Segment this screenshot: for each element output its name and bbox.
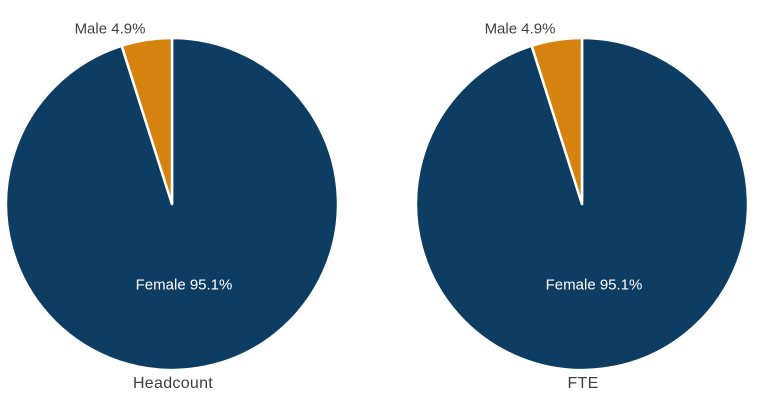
chart-title-headcount: Headcount — [132, 375, 214, 392]
pie-chart-fte: Male 4.9% Female 95.1% FTE — [410, 0, 754, 411]
fte-male-slice-label: Male 4.9% — [484, 20, 556, 38]
pie-chart-headcount: Male 4.9% Female 95.1% Headcount — [0, 0, 344, 411]
pie-slice-male — [120, 36, 174, 206]
chart-title-fte: FTE — [567, 375, 599, 392]
fte-pie-svg — [414, 36, 750, 372]
headcount-pie-svg — [4, 36, 340, 372]
pie-slice-male — [530, 36, 584, 206]
headcount-female-slice-label: Female 95.1% — [135, 276, 233, 294]
fte-female-slice-label: Female 95.1% — [545, 276, 643, 294]
headcount-male-slice-label: Male 4.9% — [74, 20, 146, 38]
